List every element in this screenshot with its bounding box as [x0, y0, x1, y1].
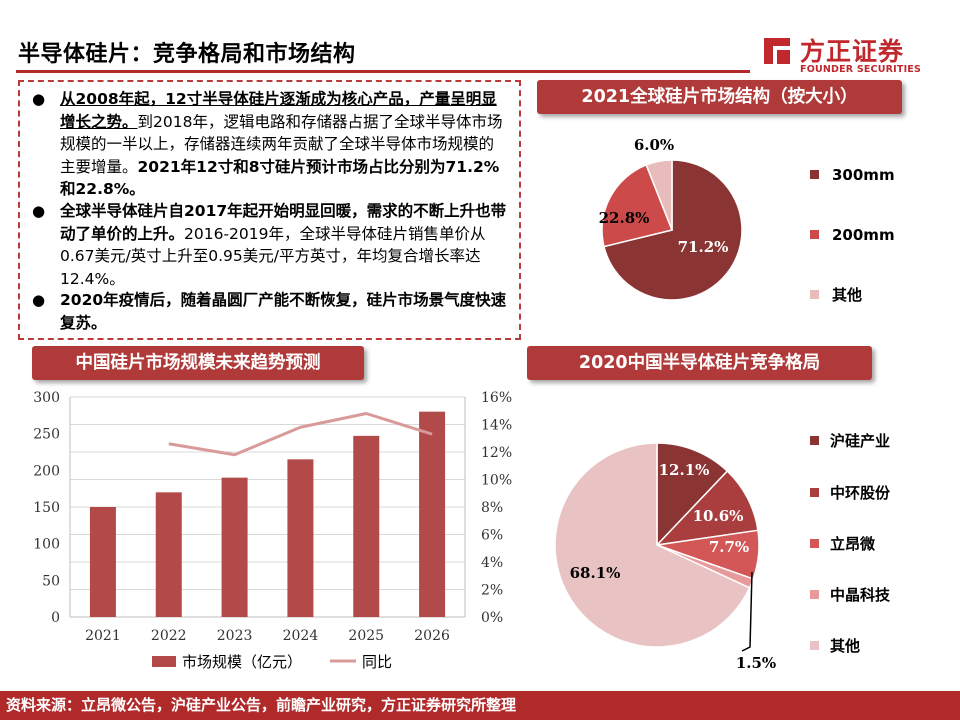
- data-label: 10.6%: [693, 507, 744, 525]
- legend-label: 中晶科技: [830, 586, 891, 604]
- brand-logo: 方正证券 FOUNDER SECURITIES: [760, 28, 950, 84]
- bullet-dot-icon: ●: [32, 90, 46, 108]
- legend-label: 立昂微: [830, 535, 876, 553]
- data-label: 71.2%: [678, 238, 729, 256]
- x-tick-label: 2024: [283, 628, 319, 644]
- y2-tick-label: 8%: [481, 500, 503, 516]
- chart-header-global-structure: 2021全球硅片市场结构（按大小）: [537, 80, 902, 114]
- bullet-text: 2021年12寸和8寸硅片预计市场占比分别为71.2%和22.8%。: [60, 157, 500, 199]
- y2-tick-label: 4%: [481, 555, 503, 571]
- bar-2021: [89, 507, 116, 617]
- y-tick-label: 0: [51, 610, 60, 626]
- y-tick-label: 100: [33, 537, 60, 553]
- global-structure-pie-chart: 71.2% 22.8% 6.0% 300mm 200mm 其他: [599, 136, 895, 304]
- summary-bullets: ● 从2008年起，12寸半导体硅片逐渐成为核心产品，产量呈明显增长之势。到20…: [18, 80, 521, 340]
- data-label: 6.0%: [634, 136, 674, 154]
- chart-header-china-forecast: 中国硅片市场规模未来趋势预测: [32, 346, 364, 380]
- data-label: 68.1%: [570, 564, 621, 582]
- legend-swatch: [810, 590, 819, 599]
- founder-logo-icon: [764, 38, 790, 64]
- legend-swatch: [152, 656, 176, 667]
- source-footer: 资料来源：立昂微公告，沪硅产业公告，前瞻产业研究，方正证券研究所整理: [0, 691, 960, 720]
- y-tick-label: 150: [33, 500, 60, 516]
- pie-slice-200mm: [601, 163, 674, 248]
- brand-name: 方正证券: [800, 37, 905, 66]
- pie-slice-沪硅产业: [656, 442, 729, 547]
- bullet-text: 2016-2019年，全球半导体硅片销售单价从0.67美元/英寸上升至0.95美…: [60, 224, 486, 288]
- legend-label: 同比: [362, 653, 392, 671]
- y2-tick-label: 14%: [481, 418, 512, 434]
- legend-label: 300mm: [832, 166, 895, 184]
- x-tick-label: 2026: [414, 628, 450, 644]
- bullet-item: ● 全球半导体硅片自2017年起开始明显回暖，需求的不断上升也带动了单价的上升。…: [32, 200, 508, 290]
- y2-tick-label: 2%: [481, 583, 503, 599]
- y2-tick-label: 12%: [481, 445, 512, 461]
- y-tick-label: 50: [42, 573, 60, 589]
- data-label: 22.8%: [599, 209, 650, 227]
- legend-label: 沪硅产业: [830, 432, 890, 450]
- y2-tick-label: 10%: [481, 473, 512, 489]
- bar-2025: [353, 435, 380, 617]
- x-tick-label: 2023: [217, 628, 253, 644]
- pie-slice-其他: [645, 159, 673, 231]
- pie-slice-中环股份: [654, 470, 759, 547]
- page-title: 半导体硅片：竞争格局和市场结构: [18, 42, 356, 67]
- chart-header-competition: 2020中国半导体硅片竞争格局: [527, 346, 872, 380]
- legend-swatch: [810, 641, 819, 650]
- legend-label: 其他: [830, 637, 860, 655]
- y2-tick-label: 0%: [481, 610, 503, 626]
- legend-label: 市场规模（亿元）: [182, 653, 302, 671]
- y-tick-label: 300: [33, 390, 60, 406]
- y-tick-label: 200: [33, 463, 60, 479]
- bar-2022: [155, 492, 182, 617]
- bar-2026: [419, 411, 446, 617]
- y2-tick-label: 16%: [481, 390, 512, 406]
- bullet-text: 到2018年，逻辑电路和存储器占据了全球半导体市场规模的一半以上，存储器连续两年…: [60, 112, 503, 176]
- bullet-item: ● 2020年疫情后，随着晶圆厂产能不断恢复，硅片市场景气度快速复苏。: [32, 289, 508, 334]
- bullet-text: 2020年疫情后，随着晶圆厂产能不断恢复，硅片市场景气度快速复苏。: [60, 291, 507, 332]
- legend-swatch: [810, 539, 819, 548]
- legend-label: 200mm: [832, 226, 895, 244]
- china-forecast-bar-chart: 0% 2% 4% 6% 8% 10% 12% 14% 16% 0 50 100 150 200 250 300…: [33, 390, 512, 671]
- data-label: 7.7%: [709, 538, 749, 556]
- legend-swatch: [810, 436, 819, 445]
- pie-slice-300mm: [603, 159, 743, 301]
- legend-swatch: [810, 170, 819, 179]
- x-tick-label: 2025: [348, 628, 384, 644]
- data-label: 12.1%: [659, 461, 710, 479]
- legend-swatch: [810, 230, 819, 239]
- bullet-dot-icon: ●: [32, 202, 46, 220]
- leader-line: [741, 571, 753, 652]
- legend-label: 中环股份: [830, 484, 891, 502]
- brand-subtitle: FOUNDER SECURITIES: [800, 64, 922, 75]
- bullet-dot-icon: ●: [32, 291, 46, 309]
- legend-swatch: [810, 290, 819, 299]
- pie-slice-其他: [554, 442, 751, 648]
- bullet-text: 全球半导体硅片自2017年起开始明显回暖，需求的不断上升也带动了单价的上升。: [60, 202, 507, 243]
- legend-label: 其他: [832, 286, 862, 304]
- x-tick-label: 2021: [85, 628, 121, 644]
- x-tick-label: 2022: [151, 628, 187, 644]
- bullet-item: ● 从2008年起，12寸半导体硅片逐渐成为核心产品，产量呈明显增长之势。到20…: [32, 88, 508, 201]
- title-divider: [16, 70, 750, 73]
- legend-swatch: [810, 488, 819, 497]
- bullet-text: 从2008年起，12寸半导体硅片逐渐成为核心产品，产量呈明显增长之势。: [60, 90, 497, 131]
- bar-2023: [221, 477, 248, 617]
- bar-2024: [287, 459, 314, 617]
- y-tick-label: 250: [33, 427, 60, 443]
- y2-tick-label: 6%: [481, 528, 503, 544]
- data-label: 1.5%: [736, 654, 776, 672]
- yoy-line: [168, 412, 433, 457]
